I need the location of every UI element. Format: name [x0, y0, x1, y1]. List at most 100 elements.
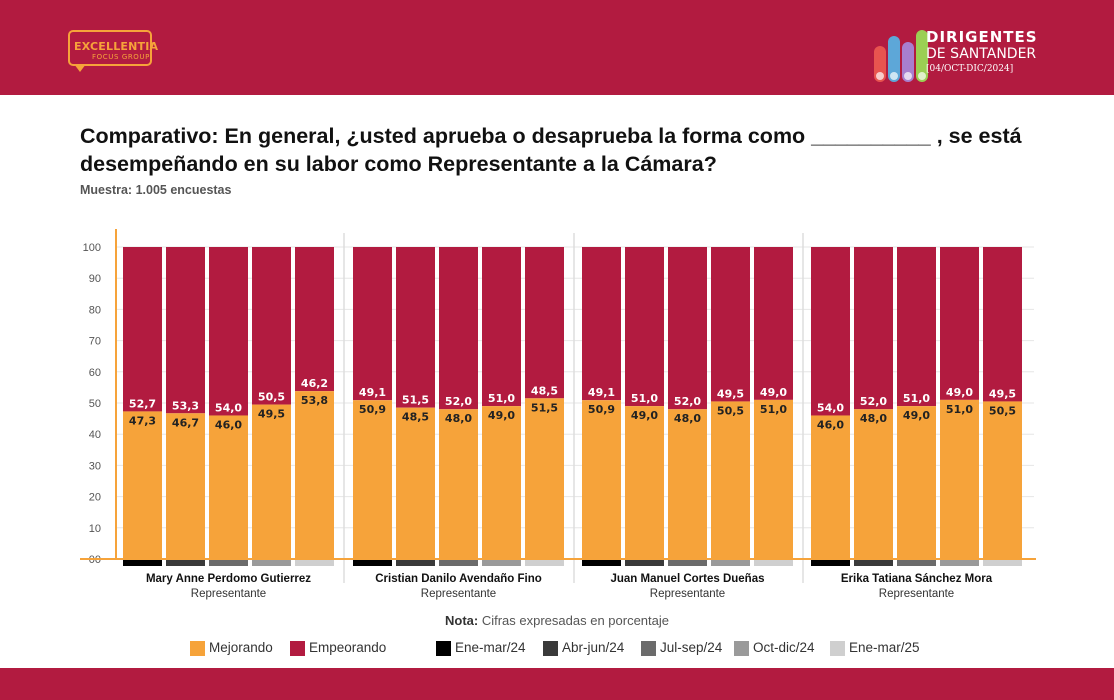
data-label-empeorando: 49,1 — [588, 386, 615, 399]
bar-mejorando — [353, 400, 392, 559]
data-label-empeorando: 51,5 — [402, 394, 429, 407]
legend-label: Mejorando — [209, 640, 273, 655]
group-role: Representante — [879, 588, 954, 600]
legend-swatch — [830, 641, 845, 656]
bar-mejorando — [525, 398, 564, 559]
period-marker — [897, 560, 936, 566]
period-marker — [396, 560, 435, 566]
bar-mejorando — [209, 415, 248, 559]
bar-mejorando — [625, 406, 664, 559]
period-marker — [439, 560, 478, 566]
y-tick-label: 50 — [89, 398, 101, 410]
bar-empeorando — [711, 247, 750, 402]
period-marker — [582, 560, 621, 566]
period-marker — [754, 560, 793, 566]
data-label-mejorando: 50,5 — [989, 404, 1016, 417]
data-label-mejorando: 48,0 — [860, 412, 887, 425]
bar-empeorando — [668, 247, 707, 410]
period-marker — [295, 560, 334, 566]
y-tick-label: 70 — [89, 336, 101, 348]
data-label-mejorando: 50,9 — [588, 403, 615, 416]
legend-swatch — [290, 641, 305, 656]
period-marker — [625, 560, 664, 566]
logo-pill-purple — [902, 42, 914, 82]
logo-speech-bubble — [68, 30, 152, 66]
logo-pill-green — [916, 30, 928, 82]
footnote: Nota: Cifras expresadas en porcentaje — [0, 613, 1114, 628]
group-role: Representante — [650, 588, 725, 600]
footer-bar — [0, 668, 1114, 700]
bar-mejorando — [940, 399, 979, 559]
note-text: Cifras expresadas en porcentaje — [481, 613, 669, 628]
group-role: Representante — [421, 588, 496, 600]
data-label-mejorando: 50,9 — [359, 403, 386, 416]
bar-mejorando — [582, 400, 621, 559]
bar-mejorando — [439, 409, 478, 559]
data-label-empeorando: 54,0 — [215, 401, 242, 414]
data-label-mejorando: 48,0 — [674, 412, 701, 425]
bar-empeorando — [854, 247, 893, 410]
period-marker — [209, 560, 248, 566]
data-label-mejorando: 51,0 — [760, 403, 787, 416]
logo-right-title: DIRIGENTES — [926, 28, 1038, 46]
bar-empeorando — [166, 247, 205, 414]
y-tick-label: 20 — [89, 492, 101, 504]
logo-right-subtitle: DE SANTANDER — [926, 46, 1037, 62]
legend-swatch — [190, 641, 205, 656]
data-label-mejorando: 51,0 — [946, 403, 973, 416]
bar-empeorando — [983, 247, 1022, 402]
bar-empeorando — [525, 247, 564, 399]
data-label-empeorando: 49,1 — [359, 386, 386, 399]
group-name: Cristian Danilo Avendaño Fino — [375, 573, 542, 585]
legend-swatch — [734, 641, 749, 656]
period-marker — [525, 560, 564, 566]
data-label-mejorando: 53,8 — [301, 394, 328, 407]
data-label-mejorando: 48,5 — [402, 411, 429, 424]
data-label-mejorando: 49,5 — [258, 408, 285, 421]
period-marker — [482, 560, 521, 566]
data-label-mejorando: 49,0 — [631, 409, 658, 422]
period-marker — [166, 560, 205, 566]
bar-empeorando — [123, 247, 162, 412]
bar-mejorando — [754, 399, 793, 559]
data-label-empeorando: 51,0 — [903, 392, 930, 405]
legend-label: Oct-dic/24 — [753, 640, 815, 655]
data-label-empeorando: 52,7 — [129, 397, 156, 410]
y-tick-label: 60 — [89, 367, 101, 379]
bar-empeorando — [295, 247, 334, 392]
bar-empeorando — [940, 247, 979, 400]
legend-label: Abr-jun/24 — [562, 640, 625, 655]
group-name: Erika Tatiana Sánchez Mora — [841, 573, 993, 585]
group-name: Juan Manuel Cortes Dueñas — [610, 573, 764, 585]
data-label-empeorando: 49,5 — [717, 387, 744, 400]
bar-mejorando — [668, 409, 707, 559]
logo-bubble-tail — [74, 64, 86, 72]
bar-mejorando — [252, 404, 291, 559]
period-marker — [940, 560, 979, 566]
bar-empeorando — [811, 247, 850, 416]
group-name: Mary Anne Perdomo Gutierrez — [146, 573, 311, 585]
bar-empeorando — [209, 247, 248, 416]
y-tick-label: 90 — [89, 273, 101, 285]
legend-swatch — [436, 641, 451, 656]
period-marker — [711, 560, 750, 566]
legend-label: Jul-sep/24 — [660, 640, 723, 655]
legend-swatch — [641, 641, 656, 656]
data-label-empeorando: 48,5 — [531, 384, 558, 397]
data-label-empeorando: 52,0 — [445, 395, 472, 408]
bar-empeorando — [482, 247, 521, 407]
bar-mejorando — [811, 415, 850, 559]
y-tick-label: 10 — [89, 523, 101, 535]
bar-empeorando — [252, 247, 291, 405]
data-label-mejorando: 46,0 — [215, 418, 242, 431]
bar-empeorando — [754, 247, 793, 400]
period-marker — [811, 560, 850, 566]
logo-right-date: [04/OCT-DIC/2024] — [926, 64, 1014, 74]
period-marker — [983, 560, 1022, 566]
logo-pill-red — [874, 46, 886, 82]
bar-mejorando — [711, 401, 750, 559]
data-label-mejorando: 51,5 — [531, 401, 558, 414]
data-label-mejorando: 49,0 — [903, 409, 930, 422]
data-label-empeorando: 50,5 — [258, 391, 285, 404]
